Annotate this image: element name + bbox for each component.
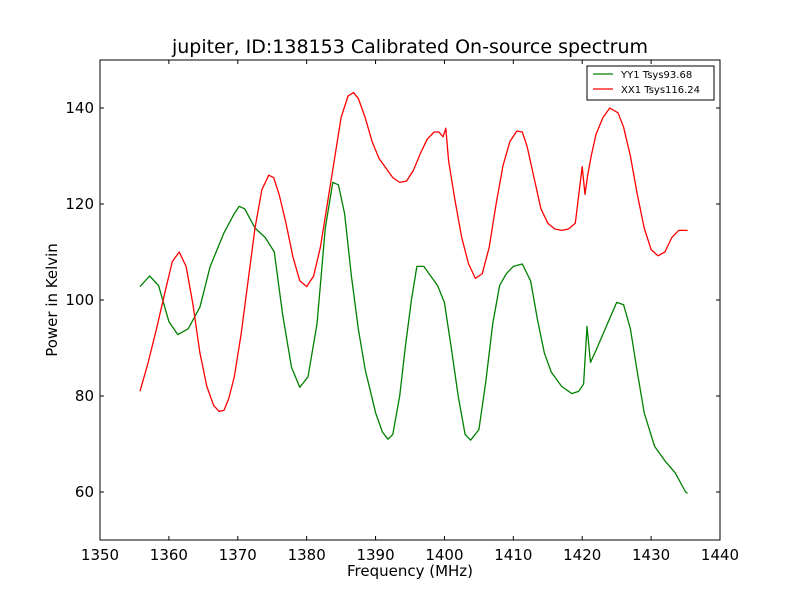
y-axis-label: Power in Kelvin	[43, 243, 61, 357]
x-tick-label: 1360	[150, 546, 188, 564]
y-tick-label: 80	[75, 387, 94, 405]
legend-box	[586, 65, 715, 101]
x-tick-label: 1380	[288, 546, 326, 564]
x-tick-label: 1400	[425, 546, 463, 564]
legend: YY1 Tsys93.68 XX1 Tsys116.24	[586, 65, 715, 101]
x-tick-label: 1430	[632, 546, 670, 564]
x-axis: 1350 1360 1370 1380 1390 1400 1410 1420 1430 1440	[81, 60, 739, 564]
x-tick-label: 1420	[563, 546, 601, 564]
series-line-yy1	[139, 181, 688, 494]
legend-label-xx1: XX1 Tsys116.24	[621, 85, 700, 96]
y-tick-label: 100	[65, 291, 94, 309]
y-tick-label: 120	[65, 195, 94, 213]
x-tick-label: 1440	[701, 546, 739, 564]
y-tick-label: 140	[65, 99, 94, 117]
y-tick-label: 60	[75, 483, 94, 501]
x-tick-label: 1350	[81, 546, 119, 564]
x-tick-label: 1410	[494, 546, 532, 564]
chart-title: jupiter, ID:138153 Calibrated On-source …	[171, 36, 648, 58]
x-axis-label: Frequency (MHz)	[347, 562, 473, 580]
series-line-xx1	[139, 91, 688, 413]
x-tick-label: 1370	[219, 546, 257, 564]
plot-lines	[139, 91, 688, 494]
x-tick-label: 1390	[356, 546, 394, 564]
legend-label-yy1: YY1 Tsys93.68	[620, 70, 692, 81]
y-axis: 60 80 100 120 140	[65, 99, 720, 501]
